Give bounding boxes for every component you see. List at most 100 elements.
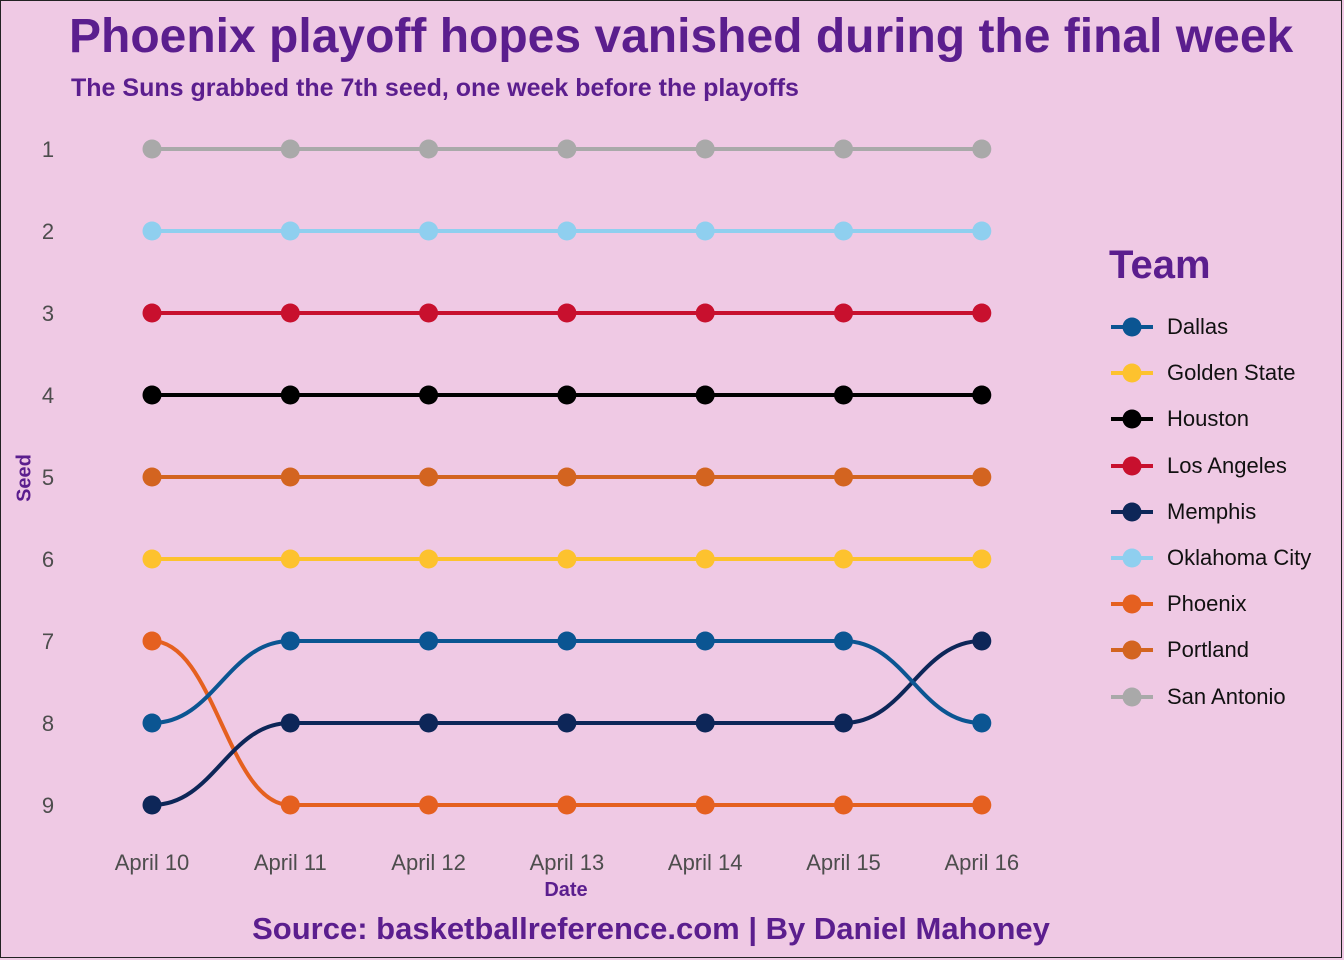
legend-label: Dallas	[1167, 314, 1229, 340]
data-point-san-antonio-1	[280, 139, 300, 159]
legend-key-oklahoma-city	[1111, 548, 1153, 568]
legend-key-houston	[1111, 409, 1153, 429]
data-point-golden-state-5	[834, 549, 853, 569]
legend-key-memphis	[1111, 502, 1153, 522]
data-point-memphis-3	[557, 713, 577, 733]
y-tick-label-8: 8	[42, 711, 54, 736]
data-point-dallas-6	[972, 713, 992, 733]
legend-item-dallas: Dallas	[1107, 304, 1311, 350]
x-tick-label-april-11: April 11	[254, 850, 327, 875]
data-point-oklahoma-city-1	[280, 221, 300, 241]
data-point-portland-5	[834, 467, 853, 487]
x-axis-ticks: April 10 April 11 April 12 April 13 April 14…	[115, 850, 1019, 875]
data-point-oklahoma-city-2	[419, 221, 439, 241]
data-point-phoenix-5	[834, 795, 853, 815]
y-tick-label-4: 4	[42, 383, 54, 408]
x-tick-label-april-15: April 15	[806, 850, 881, 875]
chart-title: Phoenix playoff hopes vanished during th…	[69, 10, 1294, 63]
data-point-los-angeles-4	[695, 303, 715, 323]
x-tick-label-april-16: April 16	[945, 850, 1020, 875]
data-point-memphis-1	[280, 713, 300, 733]
data-point-dallas-1	[280, 631, 300, 651]
chart-subtitle: The Suns grabbed the 7th seed, one week …	[71, 74, 799, 102]
data-point-san-antonio-5	[834, 139, 853, 159]
series-memphis	[142, 631, 992, 815]
data-point-houston-4	[695, 385, 715, 405]
legend-label: Memphis	[1167, 498, 1257, 524]
legend: Team Dallas Golden State Houston Los Angele…	[1107, 243, 1311, 720]
legend-key-san-antonio	[1111, 687, 1153, 707]
y-tick-label-2: 2	[42, 219, 54, 244]
legend-label: Los Angeles	[1167, 452, 1287, 478]
legend-item-los-angeles: Los Angeles	[1107, 443, 1311, 489]
x-axis-label: Date	[544, 879, 588, 901]
data-point-portland-6	[972, 467, 992, 487]
data-point-portland-2	[419, 467, 439, 487]
data-point-dallas-4	[695, 631, 715, 651]
legend-item-houston: Houston	[1107, 396, 1311, 442]
series-layer	[142, 139, 992, 815]
data-point-oklahoma-city-4	[695, 221, 715, 241]
data-point-phoenix-4	[695, 795, 715, 815]
data-point-memphis-2	[419, 713, 439, 733]
data-point-dallas-2	[419, 631, 439, 651]
data-point-oklahoma-city-5	[834, 221, 853, 241]
data-point-portland-1	[280, 467, 300, 487]
data-point-houston-1	[280, 385, 300, 405]
data-point-houston-6	[972, 385, 992, 405]
x-tick-label-april-12: April 12	[391, 850, 466, 875]
data-point-los-angeles-0	[142, 303, 162, 323]
y-axis-ticks: 1 2 3 4 5 6 7 8 9	[42, 137, 54, 818]
legend-label: San Antonio	[1167, 683, 1286, 709]
data-point-golden-state-0	[142, 549, 162, 569]
data-point-los-angeles-2	[419, 303, 439, 323]
data-point-san-antonio-3	[557, 139, 577, 159]
legend-key-los-angeles	[1111, 456, 1153, 476]
legend-key-dallas	[1111, 317, 1153, 337]
series-san-antonio	[142, 139, 992, 159]
legend-title: Team	[1109, 243, 1211, 287]
y-tick-label-5: 5	[42, 465, 54, 490]
data-point-phoenix-3	[557, 795, 577, 815]
data-point-san-antonio-6	[972, 139, 992, 159]
data-point-portland-0	[142, 467, 162, 487]
data-point-golden-state-2	[419, 549, 439, 569]
data-point-houston-2	[419, 385, 439, 405]
series-houston	[142, 385, 992, 405]
data-point-memphis-5	[834, 713, 853, 733]
legend-key-portland	[1111, 640, 1153, 660]
data-point-phoenix-6	[972, 795, 992, 815]
data-point-san-antonio-2	[419, 139, 439, 159]
legend-label: Portland	[1167, 637, 1249, 663]
legend-label: Houston	[1167, 406, 1249, 432]
series-phoenix	[142, 631, 992, 815]
series-los-angeles	[142, 303, 992, 323]
data-point-golden-state-4	[695, 549, 715, 569]
data-point-portland-4	[695, 467, 715, 487]
source-caption: Source: basketballreference.com | By Dan…	[252, 911, 1050, 946]
data-point-memphis-0	[142, 795, 162, 815]
data-point-phoenix-2	[419, 795, 439, 815]
legend-label: Golden State	[1167, 360, 1296, 386]
series-oklahoma-city	[142, 221, 992, 241]
y-axis-label: Seed	[13, 454, 36, 502]
series-dallas	[142, 631, 992, 733]
data-point-golden-state-6	[972, 549, 992, 569]
legend-item-phoenix: Phoenix	[1107, 581, 1311, 627]
legend-label: Phoenix	[1167, 591, 1247, 617]
y-tick-label-1: 1	[42, 137, 54, 162]
legend-item-memphis: Memphis	[1107, 489, 1311, 535]
data-point-memphis-4	[695, 713, 715, 733]
data-point-los-angeles-3	[557, 303, 577, 323]
data-point-portland-3	[557, 467, 577, 487]
data-point-los-angeles-6	[972, 303, 992, 323]
data-point-oklahoma-city-0	[142, 221, 162, 241]
y-tick-label-7: 7	[42, 629, 54, 654]
x-tick-label-april-13: April 13	[530, 850, 605, 875]
data-point-golden-state-1	[280, 549, 300, 569]
series-portland	[142, 467, 992, 487]
data-point-phoenix-1	[280, 795, 300, 815]
data-point-oklahoma-city-3	[557, 221, 577, 241]
